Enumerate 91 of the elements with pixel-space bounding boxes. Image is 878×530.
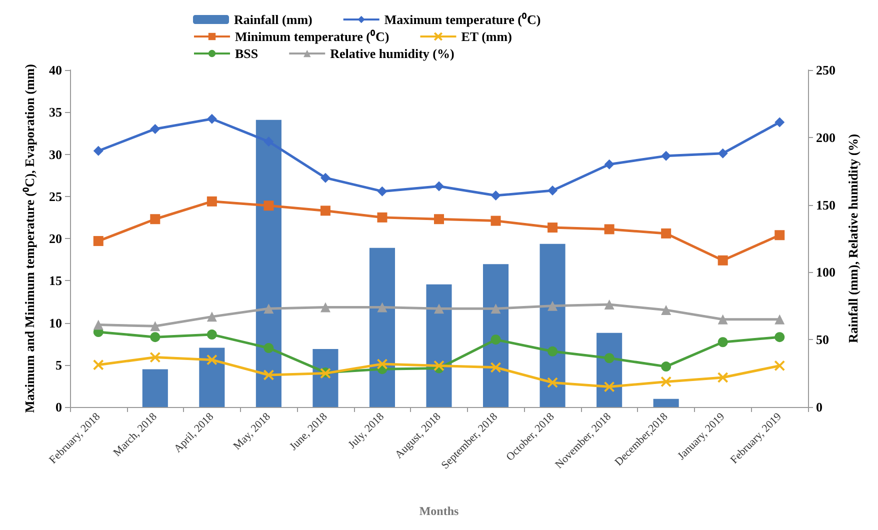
point <box>93 320 104 330</box>
point <box>206 312 217 322</box>
point <box>376 358 388 370</box>
point <box>547 377 558 388</box>
point <box>206 114 217 124</box>
point <box>604 353 614 364</box>
point <box>548 185 558 196</box>
point <box>604 159 614 170</box>
legend-label: Maximum temperature (⁰C) <box>384 12 541 27</box>
point <box>548 222 558 233</box>
bar <box>142 369 168 407</box>
point <box>490 216 501 226</box>
y-tick-label: 15 <box>49 273 62 288</box>
point <box>263 369 274 380</box>
point <box>150 124 160 134</box>
bar <box>482 264 509 407</box>
point <box>718 337 728 348</box>
point <box>93 236 104 246</box>
point <box>264 343 274 354</box>
bar <box>369 248 396 407</box>
point <box>490 334 501 345</box>
point <box>93 146 104 156</box>
y2-axis-title: Rainfall (mm), Relative humidity (%) <box>845 134 860 344</box>
y2-tick-label: 250 <box>816 62 836 78</box>
bar <box>199 348 225 407</box>
point <box>264 200 274 211</box>
point <box>434 304 444 314</box>
point <box>150 332 160 342</box>
point <box>774 230 785 240</box>
point <box>490 190 501 201</box>
bar <box>426 284 452 407</box>
point <box>490 362 502 373</box>
point <box>490 304 501 314</box>
point <box>774 360 786 372</box>
x-axis-title: Months <box>419 504 459 518</box>
point <box>661 362 672 372</box>
point <box>718 314 728 324</box>
point <box>377 302 388 312</box>
y2-tick-label: 0 <box>816 400 822 414</box>
point <box>548 346 558 356</box>
y-tick-label: 30 <box>49 146 62 162</box>
legend-label: ET (mm) <box>461 29 512 44</box>
point <box>150 321 160 332</box>
y-tick-label: 0 <box>56 400 62 414</box>
y-axis-title: Maximum and Minimum temperature (⁰C), Evaporation (mm) <box>22 64 37 413</box>
point <box>206 354 218 366</box>
point <box>150 214 160 224</box>
y2-tick-label: 50 <box>816 332 829 348</box>
bar <box>540 244 566 407</box>
y-tick-label: 10 <box>49 315 62 330</box>
y2-tick-label: 150 <box>816 197 836 212</box>
point <box>718 148 728 158</box>
bar <box>256 120 282 407</box>
point <box>717 372 728 384</box>
point <box>604 300 614 310</box>
point <box>434 360 444 372</box>
point <box>320 302 330 312</box>
point <box>377 212 388 222</box>
point <box>660 376 672 388</box>
point <box>434 214 444 224</box>
point <box>718 255 728 266</box>
y-tick-label: 35 <box>49 104 62 120</box>
point <box>661 304 672 315</box>
point <box>264 304 274 314</box>
y-tick-label: 5 <box>56 357 62 372</box>
point <box>604 224 614 234</box>
bar <box>653 398 679 407</box>
y-tick-label: 40 <box>49 62 62 78</box>
y2-tick-label: 100 <box>816 264 836 280</box>
legend-label: Rainfall (mm) <box>234 12 312 27</box>
point <box>150 352 161 363</box>
point <box>377 186 388 196</box>
point <box>206 196 217 206</box>
point <box>92 359 104 370</box>
point <box>320 172 330 183</box>
point <box>206 330 217 340</box>
point <box>774 332 785 342</box>
point <box>320 206 330 216</box>
legend-label: BSS <box>235 46 258 61</box>
point <box>548 300 558 311</box>
y2-tick-label: 200 <box>816 130 836 145</box>
legend-label: Minimum temperature (⁰C) <box>235 29 390 44</box>
point <box>774 314 785 324</box>
y-tick-label: 20 <box>49 231 62 246</box>
point <box>434 181 444 192</box>
y-tick-label: 25 <box>49 188 62 204</box>
point <box>661 228 672 238</box>
point <box>774 117 785 128</box>
point <box>661 150 672 161</box>
legend-label: Relative humidity (%) <box>330 46 454 61</box>
point <box>604 381 615 392</box>
